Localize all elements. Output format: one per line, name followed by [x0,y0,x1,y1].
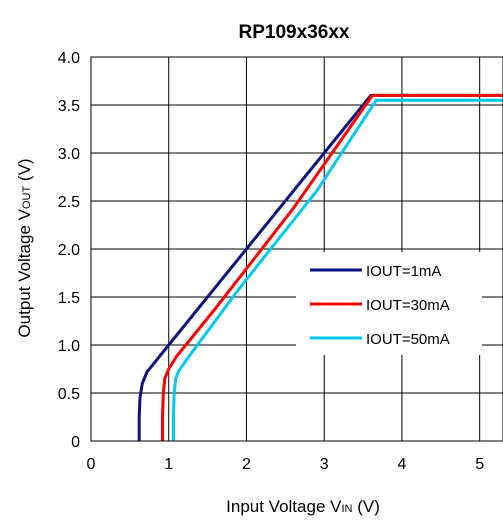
legend-label: IOUT=50mA [366,331,450,348]
y-axis-label-unit: (V) [15,158,34,185]
x-tick-label: 2 [242,456,251,473]
y-tick-label: 0 [71,434,80,451]
y-tick-label: 2.5 [58,194,80,211]
legend-label: IOUT=1mA [366,263,441,280]
y-axis-label: Output Voltage VOUT (V) [15,158,34,337]
series-lines [137,93,503,441]
y-axis-label-sub: OUT [21,186,33,210]
plot-frame [90,56,503,442]
x-axis-label-unit: (V) [352,497,379,516]
chart-title: RP109x36xx [239,22,350,43]
x-tick-labels: 0 1 2 3 4 5 [87,456,485,473]
series-line-3 [171,98,503,441]
x-tick-label: 5 [475,456,484,473]
x-axis-label: Input Voltage VIN (V) [226,497,380,516]
legend: IOUT=1mA IOUT=30mA IOUT=50mA [296,252,482,355]
grid [90,56,503,442]
y-tick-labels: 0 0.5 1.0 1.5 2.0 2.5 3.0 3.5 4.0 [58,50,80,451]
y-tick-label: 1.5 [58,290,80,307]
series-line-1 [137,93,503,441]
series-line-2 [161,93,503,441]
y-axis-label-main: Output Voltage V [15,208,34,337]
x-axis-label-sub: IN [341,503,352,515]
x-tick-label: 3 [320,456,329,473]
y-tick-label: 1.0 [58,338,80,355]
y-tick-label: 2.0 [58,242,80,259]
y-tick-label: 3.5 [58,98,80,115]
x-tick-label: 0 [87,456,96,473]
x-tick-label: 1 [164,456,173,473]
x-axis-label-main: Input Voltage V [226,497,342,516]
y-tick-label: 4.0 [58,50,80,67]
y-tick-label: 0.5 [58,386,80,403]
y-tick-label: 3.0 [58,146,80,163]
x-tick-label: 4 [397,456,406,473]
legend-label: IOUT=30mA [366,297,450,314]
